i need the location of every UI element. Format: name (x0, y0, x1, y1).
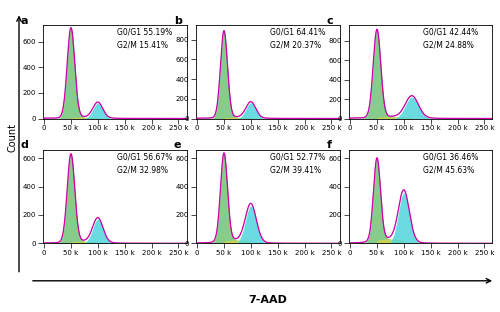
Text: G0/G1 52.77%
G2/M 39.41%: G0/G1 52.77% G2/M 39.41% (270, 153, 326, 175)
Text: 7-AAD: 7-AAD (248, 295, 287, 305)
Text: Count: Count (8, 123, 18, 152)
Text: a: a (21, 16, 28, 26)
Text: G0/G1 42.44%
G2/M 24.88%: G0/G1 42.44% G2/M 24.88% (424, 28, 478, 50)
Text: G0/G1 56.67%
G2/M 32.98%: G0/G1 56.67% G2/M 32.98% (118, 153, 173, 175)
Text: b: b (174, 16, 182, 26)
Text: G0/G1 36.46%
G2/M 45.63%: G0/G1 36.46% G2/M 45.63% (424, 153, 479, 175)
Text: e: e (174, 140, 182, 150)
Text: G0/G1 55.19%
G2/M 15.41%: G0/G1 55.19% G2/M 15.41% (118, 28, 172, 50)
Text: f: f (327, 140, 332, 150)
Text: c: c (327, 16, 334, 26)
Text: G0/G1 64.41%
G2/M 20.37%: G0/G1 64.41% G2/M 20.37% (270, 28, 326, 50)
Text: d: d (21, 140, 29, 150)
